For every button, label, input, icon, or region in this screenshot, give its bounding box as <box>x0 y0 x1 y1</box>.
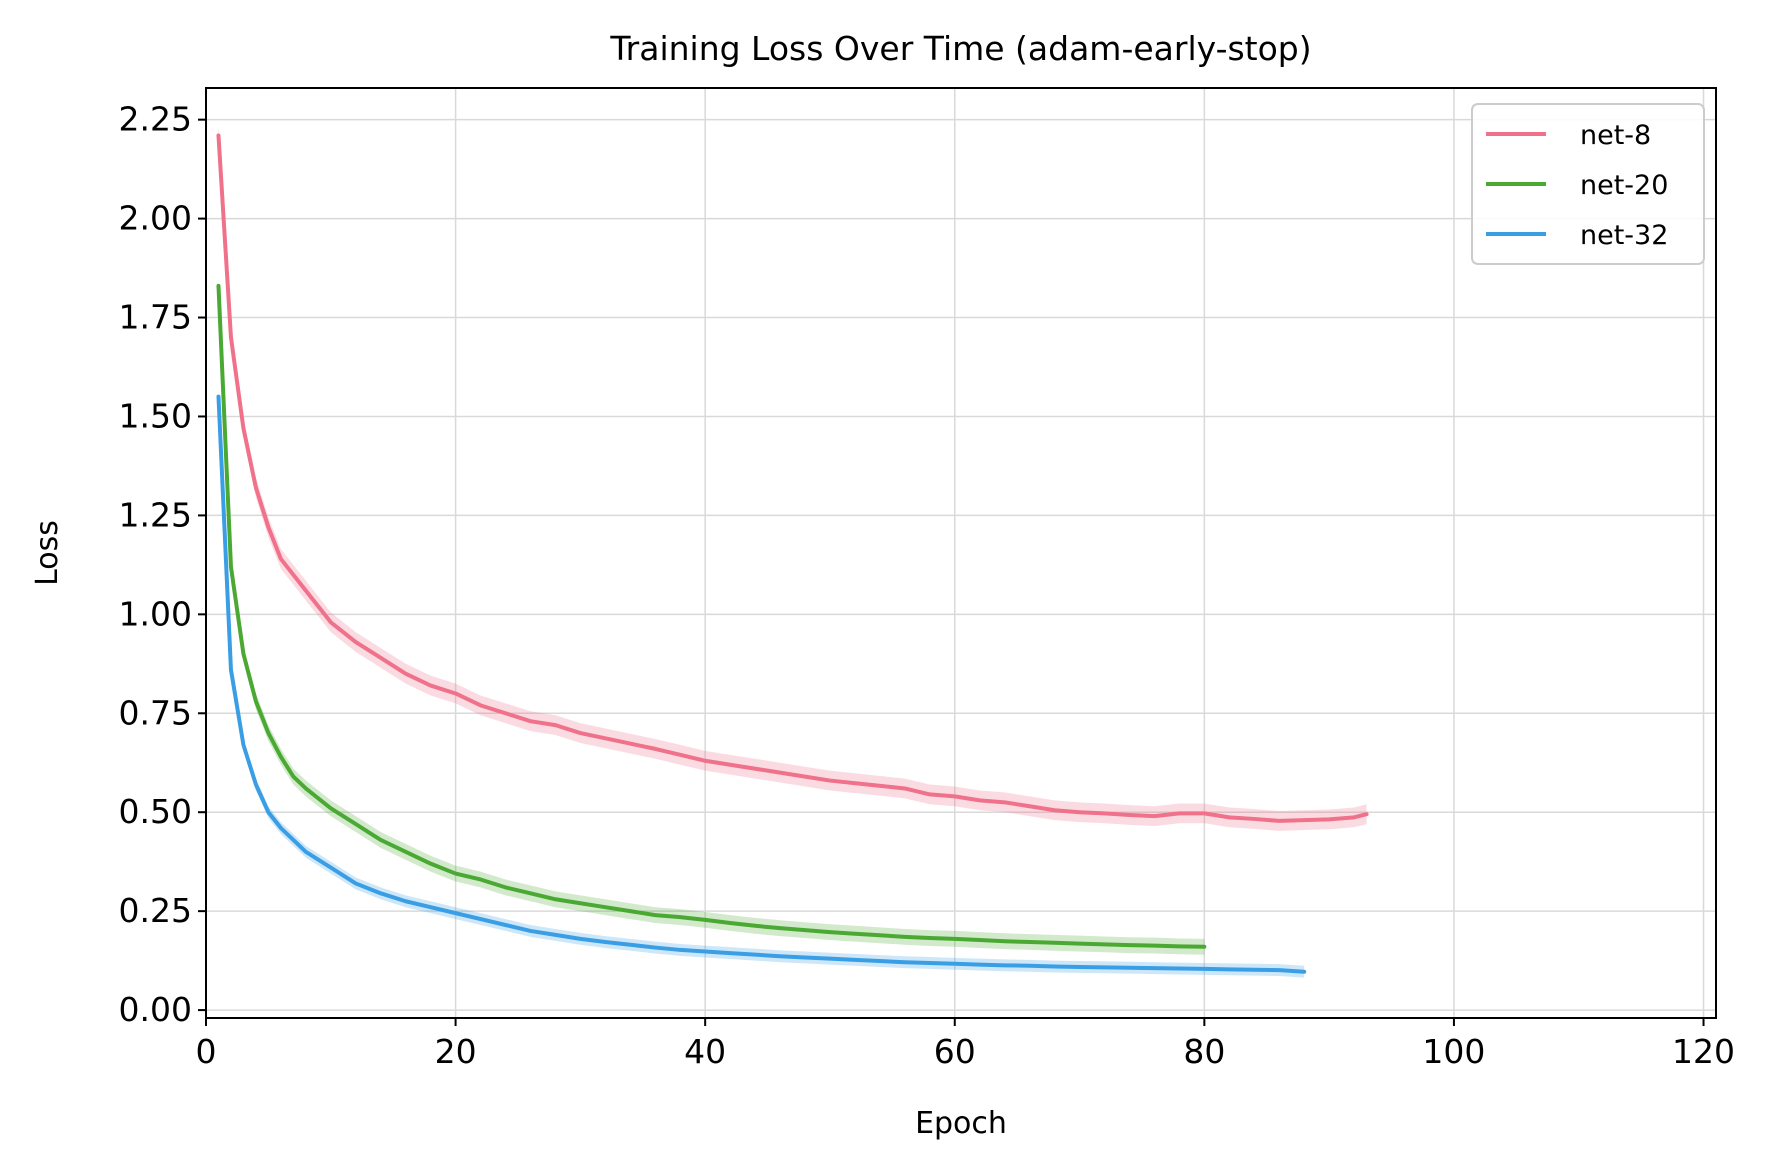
legend: net-8 net-20 net-32 <box>1471 103 1705 265</box>
y-tick-label: 0.75 <box>119 693 192 732</box>
y-tick-label: 1.00 <box>119 594 192 633</box>
y-tick-label: 1.75 <box>119 298 192 337</box>
x-tick-label: 60 <box>934 1032 976 1071</box>
plot-frame <box>205 87 1717 1019</box>
y-tick-label: 0.25 <box>119 891 192 930</box>
x-tick-label: 120 <box>1672 1032 1735 1071</box>
y-tick-label: 0.50 <box>119 792 192 831</box>
x-tick-label: 40 <box>684 1032 726 1071</box>
legend-label-net-8: net-8 <box>1580 120 1651 151</box>
y-axis-label: Loss <box>30 520 65 586</box>
grid <box>205 88 1716 1018</box>
axis-ticks: 0 20 40 60 80 100 120 0.00 0.25 0.50 0.75 1.00 1.25 1… <box>119 100 1736 1071</box>
chart-title: Training Loss Over Time (adam-early-stop… <box>609 29 1311 68</box>
series-lines <box>216 133 1369 974</box>
legend-label-net-20: net-20 <box>1580 170 1668 201</box>
line-net-32 <box>216 394 1307 974</box>
y-tick-label: 1.50 <box>119 396 192 435</box>
x-tick-label: 80 <box>1183 1032 1225 1071</box>
y-tick-label: 2.25 <box>119 100 192 139</box>
y-tick-label: 1.25 <box>119 495 192 534</box>
y-tick-label: 2.00 <box>119 199 192 238</box>
legend-label-net-32: net-32 <box>1580 220 1668 251</box>
x-tick-label: 0 <box>196 1032 217 1071</box>
line-net-8 <box>216 133 1369 823</box>
line-net-20 <box>216 283 1207 949</box>
y-tick-label: 0.00 <box>119 990 192 1029</box>
x-axis-label: Epoch <box>915 1106 1007 1141</box>
x-tick-label: 100 <box>1422 1032 1485 1071</box>
x-tick-label: 20 <box>435 1032 477 1071</box>
legend-box <box>1471 103 1705 265</box>
